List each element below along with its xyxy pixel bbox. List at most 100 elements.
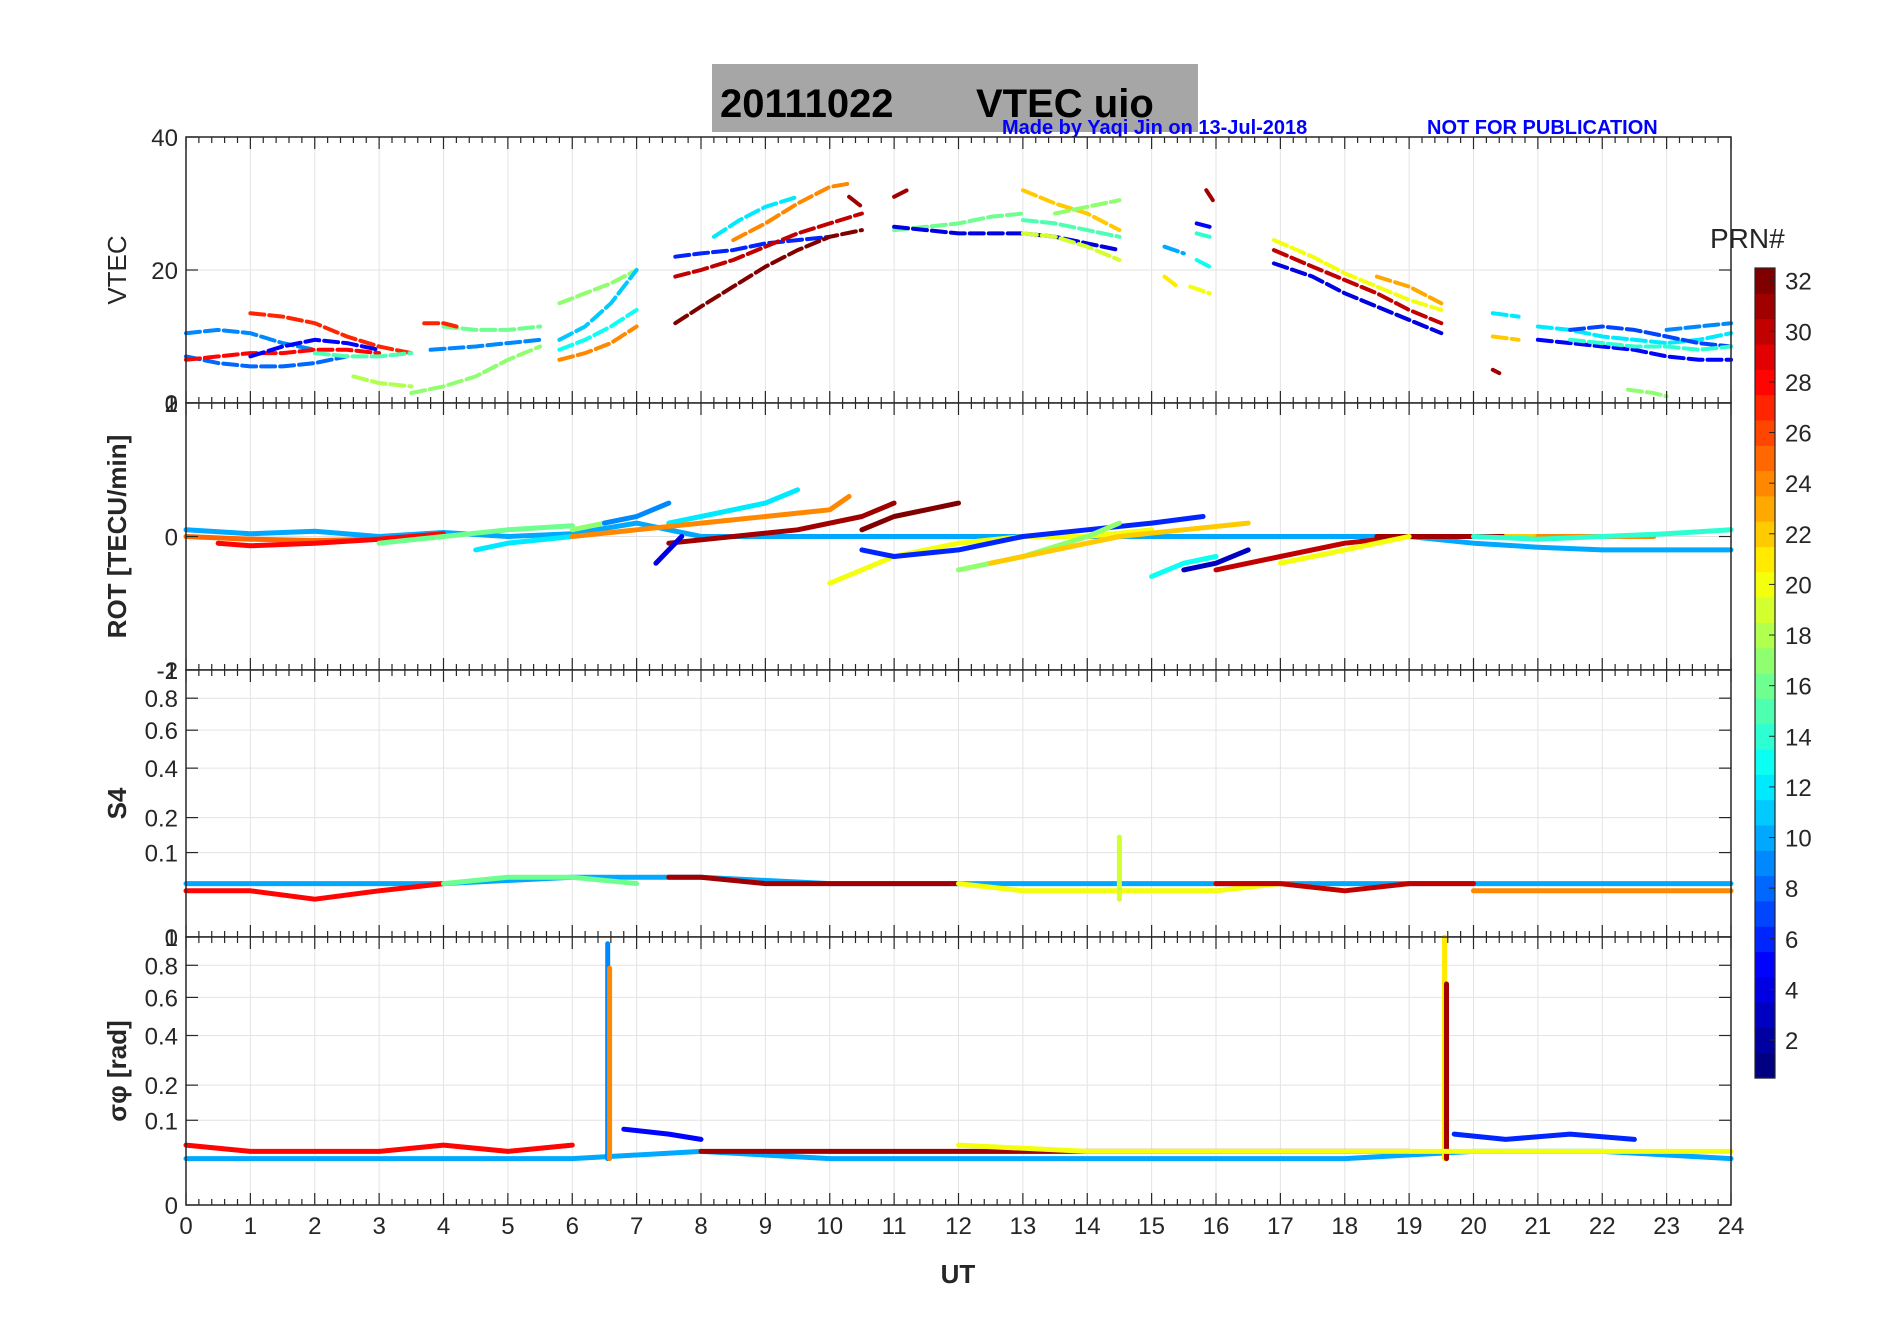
title-background: [712, 64, 1198, 132]
data-line-prn-31: [1490, 367, 1502, 376]
colorbar-segment: [1755, 394, 1775, 421]
data-line-prn-13: [1149, 554, 1219, 579]
data-line-prn-32: [859, 500, 961, 533]
series-group: [183, 834, 1734, 902]
x-tick-label: 24: [1718, 1213, 1745, 1240]
data-line-prn-20: [1188, 284, 1212, 296]
colorbar-segment: [1755, 1002, 1775, 1028]
data-line-prn-15: [312, 351, 414, 359]
colorbar-segment: [1755, 419, 1775, 446]
x-tick-label: 13: [1010, 1213, 1037, 1240]
data-line-prn-4: [653, 534, 685, 566]
x-tick-label: 10: [816, 1213, 843, 1240]
colorbar-tick-label: 12: [1785, 775, 1812, 802]
data-line-prn-31: [666, 874, 961, 887]
credit-text: Made by Yaqi Jin on 13-Jul-2018: [1002, 117, 1307, 139]
colorbar-tick-label: 4: [1785, 977, 1798, 1004]
data-line-prn-22: [988, 520, 1251, 566]
colorbar-segment: [1755, 622, 1775, 649]
colorbar-segment: [1755, 723, 1775, 750]
colorbar-tick-label: 14: [1785, 724, 1812, 751]
data-line-prn-11: [557, 268, 639, 342]
data-line-prn-10: [1162, 244, 1186, 256]
data-line-prn-14: [1568, 337, 1733, 352]
y-tick-label: 1: [165, 658, 178, 685]
colorbar-segment: [1755, 445, 1775, 472]
x-tick-label: 9: [759, 1213, 772, 1240]
colorbar-tick-label: 16: [1785, 674, 1812, 701]
data-line-prn-8: [184, 354, 349, 369]
series-group: [184, 181, 1733, 399]
colorbar-segment: [1755, 1027, 1775, 1054]
data-line-prn-32: [673, 228, 864, 326]
y-tick-label: 0.4: [145, 1024, 178, 1051]
y-axis-label: VTEC: [102, 235, 132, 304]
data-line-prn-12: [666, 487, 801, 526]
y-tick-label: 0: [165, 1193, 178, 1220]
x-tick-label: 3: [372, 1213, 385, 1240]
data-line-prn-30: [1271, 248, 1444, 326]
x-tick-labels: 0 1 2 3 4 5 6 7 8 9 10 11 12 13 14 15 16 17 18 19 20 21 22 23 24: [179, 1213, 1744, 1240]
y-tick-label: 0.2: [145, 1073, 178, 1100]
y-tick-label: -1: [157, 658, 178, 685]
colorbar-segment: [1755, 926, 1775, 953]
colorbar-tick-label: 8: [1785, 876, 1798, 903]
data-line-prn-21: [1162, 274, 1180, 289]
colorbar-tick-label: 20: [1785, 572, 1812, 599]
data-line-prn-19: [1020, 231, 1122, 262]
data-line-prn-14: [1471, 527, 1734, 542]
data-line-prn-14: [1194, 231, 1212, 239]
y-tick-label: 0.8: [145, 953, 178, 980]
data-line-prn-6: [859, 514, 1206, 559]
data-line-prn-16: [441, 324, 543, 332]
colorbar-segment: [1755, 951, 1775, 978]
data-line-prn-13: [1194, 258, 1212, 269]
x-tick-label: 11: [882, 1213, 907, 1240]
y-tick-label: 20: [151, 258, 178, 285]
y-tick-label: 0.6: [145, 985, 178, 1012]
colorbar-segment: [1755, 850, 1775, 877]
data-line-prn-17: [409, 344, 543, 395]
y-tick-label: 0.6: [145, 718, 178, 745]
x-tick-label: 15: [1138, 1213, 1165, 1240]
data-line-prn-12: [473, 534, 575, 553]
data-line-prn-15: [1020, 218, 1122, 239]
x-tick-label: 21: [1525, 1213, 1552, 1240]
data-line-prn-31: [666, 500, 897, 546]
data-line-prn-22: [1020, 188, 1122, 233]
y-tick-label: 0.1: [145, 1108, 178, 1135]
colorbar-tick-label: 30: [1785, 319, 1812, 346]
x-tick-label: 8: [694, 1213, 707, 1240]
data-line-prn-7: [1568, 324, 1733, 349]
data-line-prn-9: [428, 337, 543, 352]
x-tick-label: 18: [1331, 1213, 1358, 1240]
data-line-prn-16: [376, 523, 575, 546]
panel-vtec: 0 20 40 VTEC: [102, 125, 1733, 418]
data-line-prn-13: [557, 307, 639, 352]
colorbar-segment: [1755, 748, 1775, 775]
data-line-prn-24: [731, 181, 852, 243]
colorbar-segment: [1755, 268, 1775, 294]
data-line-prn-5: [1535, 337, 1733, 362]
x-tick-label: 2: [308, 1213, 321, 1240]
colorbar-segment: [1755, 900, 1775, 927]
y-tick-label: 1: [165, 925, 178, 952]
data-line-prn-30: [673, 211, 864, 279]
y-tick-label: 0.4: [145, 756, 178, 783]
data-line-prn-17: [557, 268, 639, 306]
x-tick-label: 0: [179, 1213, 192, 1240]
colorbar-segment: [1755, 571, 1775, 598]
colorbar-tick-label: 18: [1785, 623, 1812, 650]
y-tick-label: 2: [165, 391, 178, 418]
colorbar-segment: [1755, 824, 1775, 851]
data-line-prn-12: [711, 194, 800, 239]
colorbar-segment: [1755, 799, 1775, 826]
y-axis-label: σφ [rad]: [102, 1020, 132, 1121]
data-line-prn-4: [892, 224, 1122, 253]
colorbar-segment: [1755, 495, 1775, 522]
data-line-prn-20: [1271, 238, 1444, 312]
colorbar-segment: [1755, 673, 1775, 699]
